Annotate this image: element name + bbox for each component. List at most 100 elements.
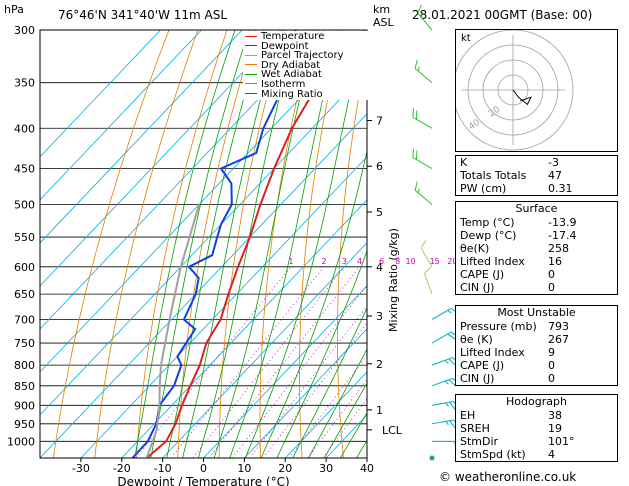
series-dewpoint: [131, 30, 297, 458]
hodo-row: EH 38: [456, 409, 617, 422]
km-tick-label: 5: [376, 206, 383, 219]
legend-item: Temperature: [245, 32, 385, 42]
wind-barb-flag: [415, 110, 418, 120]
km-tick-label: 4: [376, 261, 383, 274]
km-tick-label: 3: [376, 310, 383, 323]
wind-barb-staff: [414, 68, 433, 84]
isotherm-line: [40, 30, 325, 330]
wind-barb: [414, 59, 433, 84]
lcl-label: LCL: [382, 424, 403, 437]
mixing-ratio-line: [249, 305, 367, 458]
x-tick-label: 10: [237, 462, 251, 475]
isotherm-line: [40, 30, 202, 201]
mu-row: Pressure (mb) 793: [456, 320, 617, 333]
wind-barb-staff: [412, 157, 433, 169]
mu-row: Lifted Index 9: [456, 346, 617, 359]
wind-barb: [412, 108, 433, 129]
wind-barb-flag: [424, 266, 431, 274]
wind-barb-flag: [447, 333, 456, 340]
wind-barb-staff: [431, 331, 452, 344]
hodograph-trace: [512, 89, 532, 106]
mixing-ratio-line: [208, 266, 360, 458]
pressure-tick-label: 700: [14, 313, 35, 326]
hodograph-title: Hodograph: [506, 395, 567, 408]
dry-adiabat: [53, 30, 170, 458]
hodo-value: 19: [548, 422, 562, 435]
hodograph-panel: Hodograph EH 38 SREH 19 StmDir 101° StmSpd …: [455, 394, 618, 462]
mixing-ratio-label: 1: [288, 257, 293, 266]
surface-label: CIN (J): [460, 281, 495, 294]
x-tick-label: -10: [154, 462, 172, 475]
wind-barb-staff: [417, 12, 433, 31]
x-tick-label: 40: [360, 462, 374, 475]
legend-label: Wet Adiabat: [261, 69, 322, 81]
km-tick-label: 6: [376, 160, 383, 173]
surface-label: Dewp (°C): [460, 229, 517, 242]
hodo-label: EH: [460, 409, 476, 422]
mixing-ratio-label: 3: [342, 257, 347, 266]
legend-swatch: [245, 35, 257, 37]
isotherm-line: [40, 30, 366, 373]
mu-label: Lifted Index: [460, 346, 525, 359]
wet-adiabat: [182, 30, 281, 458]
hpa-unit-label: hPa: [4, 3, 24, 16]
surface-value: 0: [548, 268, 555, 281]
pressure-tick-label: 450: [14, 163, 35, 176]
x-axis-title: Dewpoint / Temperature (°C): [117, 475, 289, 486]
dry-adiabat: [259, 30, 315, 458]
km-tick-label: 7: [376, 115, 383, 128]
wind-barb-staff: [431, 308, 452, 320]
wind-barb-staff: [424, 273, 433, 295]
dry-adiabat: [410, 30, 430, 458]
wind-barb-flag: [419, 11, 423, 17]
index-row: K -3: [456, 156, 617, 169]
mu-value: 793: [548, 320, 569, 333]
isotherm-line: [80, 156, 367, 458]
surface-row: Lifted Index 16: [456, 255, 617, 268]
wind-barb-flag: [444, 380, 449, 385]
dry-adiabat: [337, 51, 367, 458]
mu-value: 0: [548, 359, 555, 372]
wet-adiabat: [245, 30, 365, 458]
wind-barb: [424, 266, 433, 295]
hodo-label: StmSpd (kt): [460, 448, 526, 461]
hodo-label: SREH: [460, 422, 490, 435]
wind-barb: [420, 240, 433, 268]
mixing-ratio-axis-title: Mixing Ratio (g/kg): [387, 228, 400, 332]
mu-value: 9: [548, 346, 555, 359]
isotherm-line: [244, 328, 367, 458]
km-tick-label: 1: [376, 404, 383, 417]
isotherm-line: [203, 285, 367, 458]
hodo-value: 4: [548, 448, 555, 461]
wind-barb-flag: [445, 421, 449, 426]
dry-adiabat: [94, 30, 199, 458]
surface-value: -13.9: [548, 216, 577, 229]
legend-swatch: [245, 93, 257, 95]
wet-adiabat: [134, 30, 236, 458]
legend-label: Isotherm: [261, 78, 306, 90]
wind-barb-flag: [414, 59, 418, 69]
mixing-ratio-line: [288, 354, 367, 458]
surface-label: Lifted Index: [460, 255, 525, 268]
x-tick-label: -30: [72, 462, 90, 475]
mixing-ratio-line: [231, 284, 367, 458]
surface-row: Temp (°C) -13.9: [456, 216, 617, 229]
mixing-ratio-line: [135, 266, 292, 458]
x-tick-label: 20: [278, 462, 292, 475]
pressure-tick-label: 550: [14, 231, 35, 244]
legend-label: Parcel Trajectory: [261, 50, 344, 62]
pressure-tick-label: 500: [14, 199, 35, 212]
km-unit-label: km: [373, 3, 391, 16]
asl-unit-label: ASL: [373, 16, 394, 29]
pressure-tick-label: 750: [14, 337, 35, 350]
surface-value: 16: [548, 255, 562, 268]
wind-barb-staff: [431, 377, 453, 387]
dry-adiabat: [177, 30, 257, 458]
wind-barb-staff: [431, 357, 453, 366]
wind-barb-flag: [417, 66, 420, 72]
hodograph-ring: [456, 30, 574, 151]
x-tick-label: 30: [319, 462, 333, 475]
mu-row: θe (K) 267: [456, 333, 617, 346]
isotherm-line: [40, 113, 367, 458]
legend-item: Mixing Ratio: [245, 89, 385, 100]
